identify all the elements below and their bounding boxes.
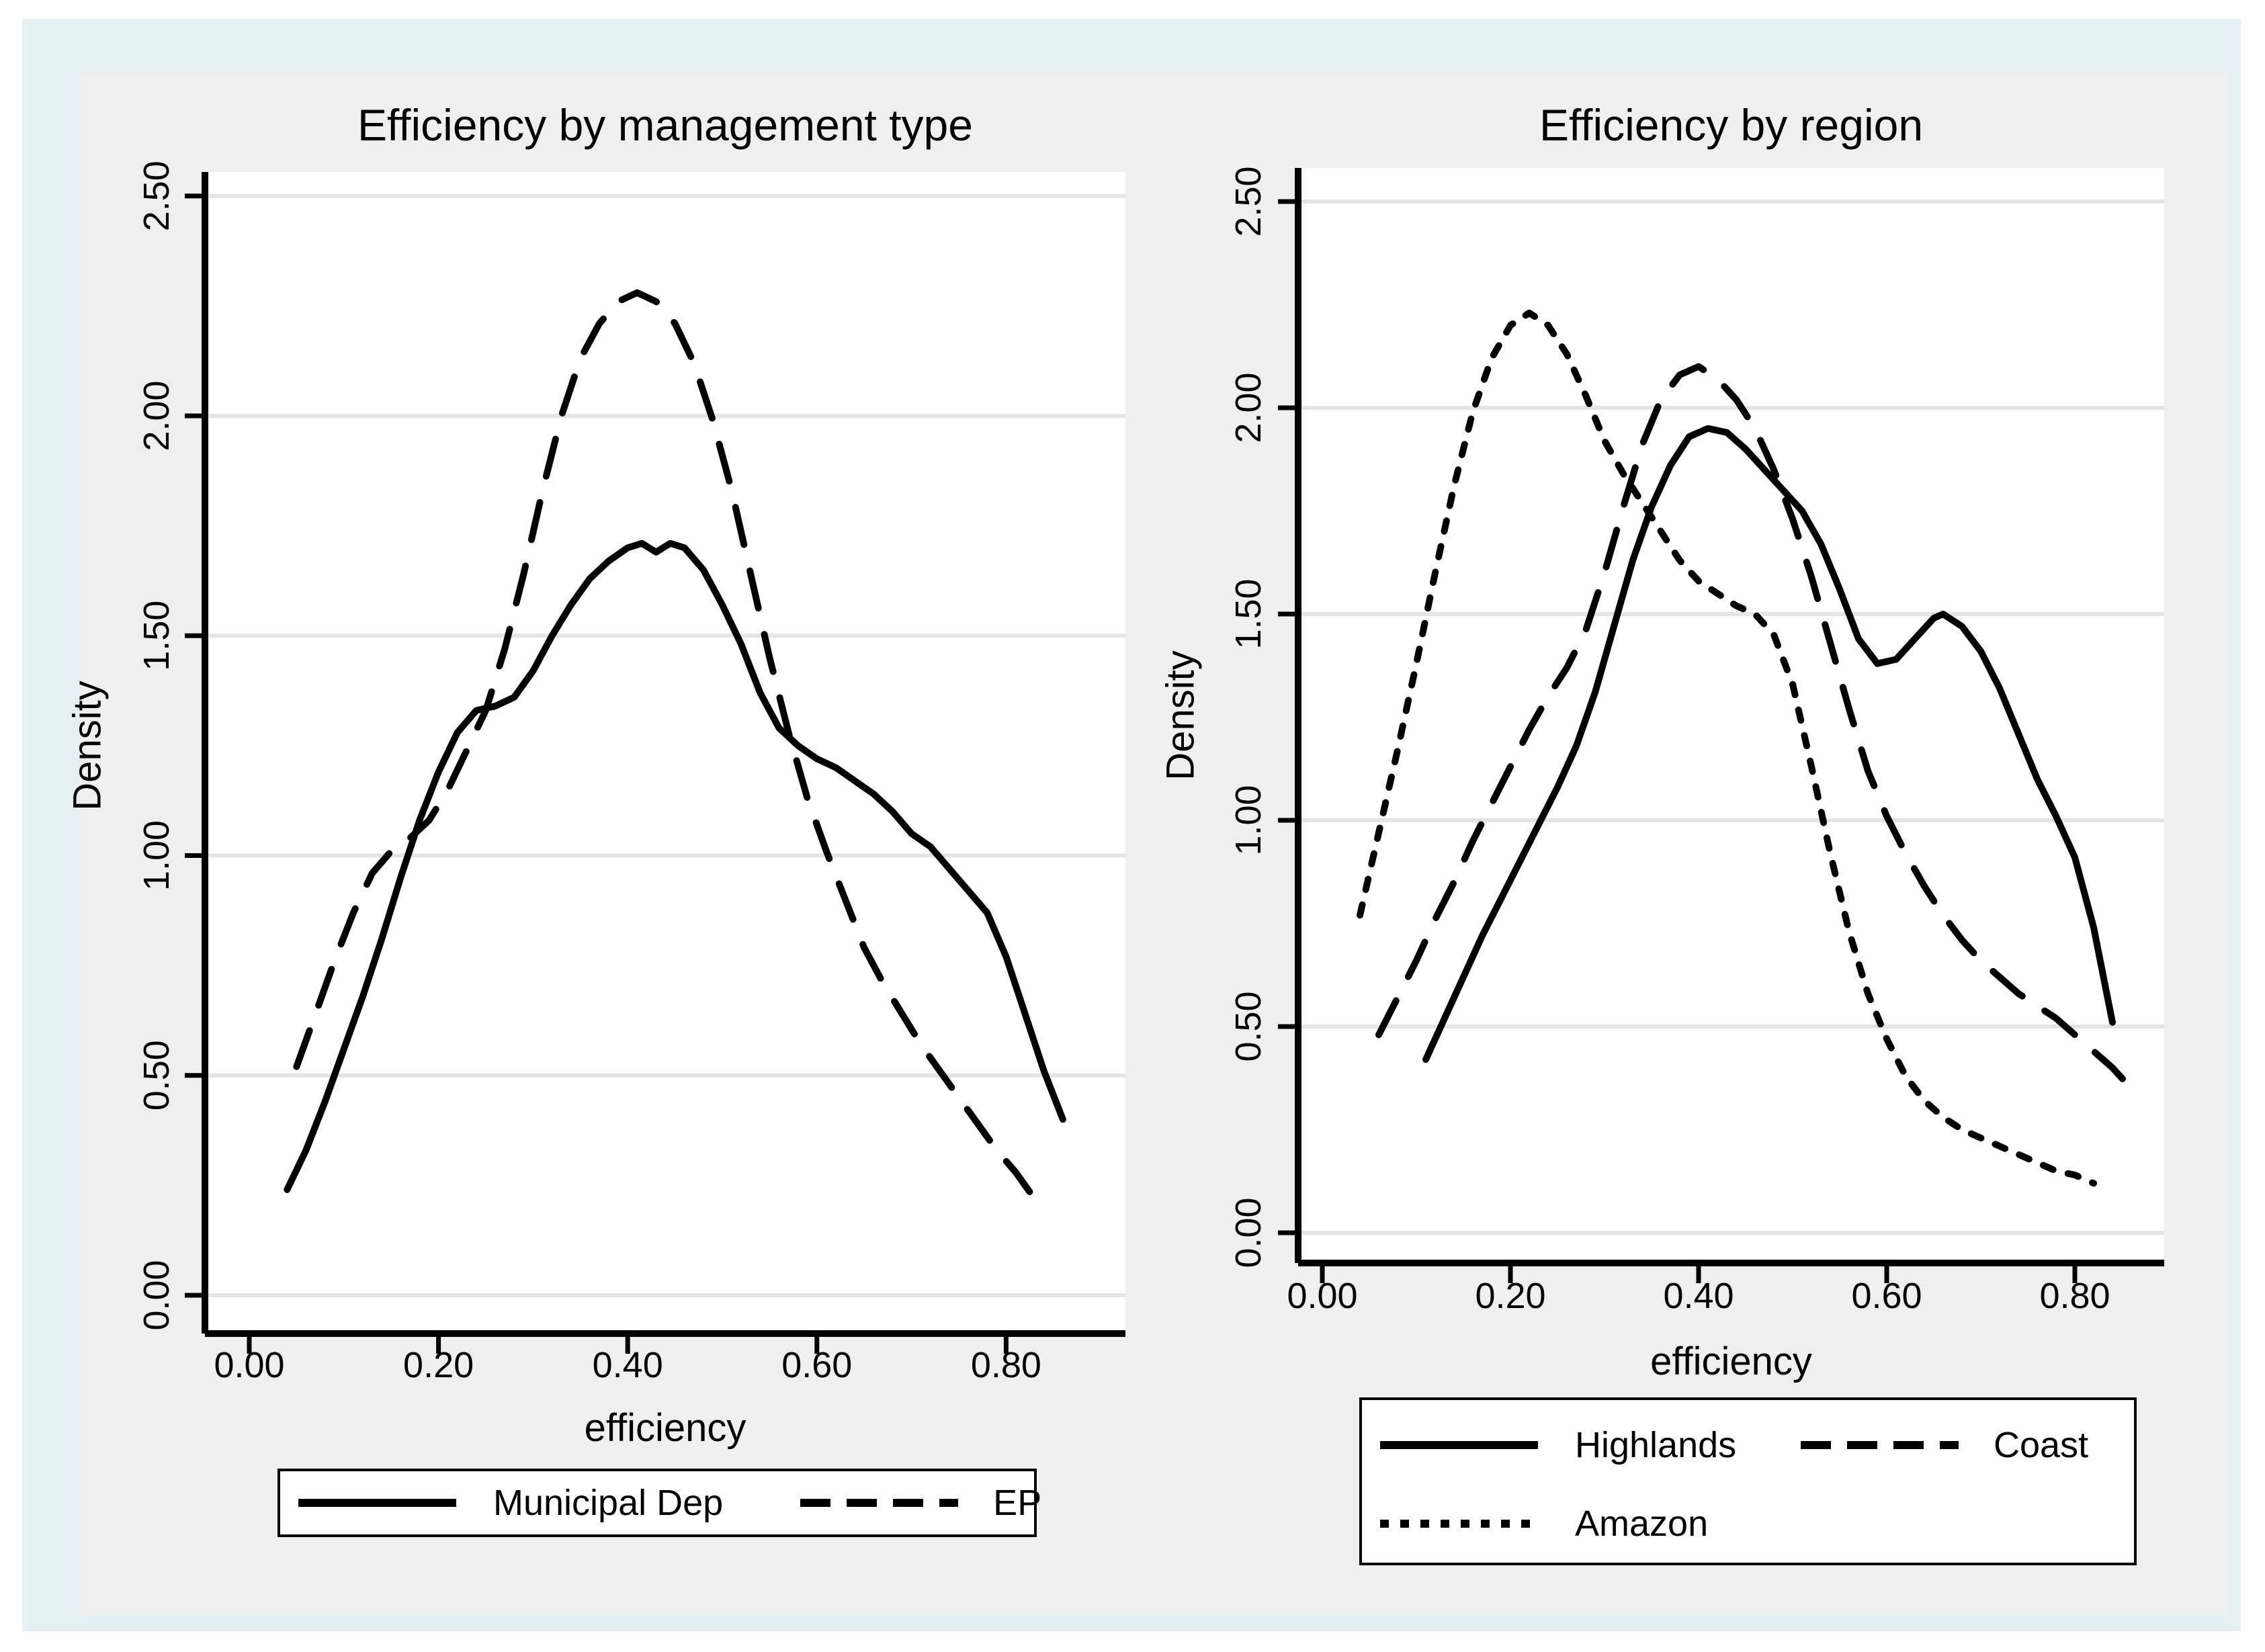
solid-line-key-icon bbox=[1380, 1440, 1538, 1449]
dotted-line-key-icon bbox=[1380, 1519, 1538, 1528]
x-tick-label: 0.00 bbox=[1287, 1276, 1357, 1316]
y-tick-label: 2.50 bbox=[1228, 166, 1269, 236]
x-tick-label: 0.20 bbox=[403, 1345, 474, 1385]
left-plot-area: 0.00 0.50 1.00 1.50 2.00 2.50 0.00 0.20 0.40 0.60… bbox=[136, 161, 1125, 1385]
legend-row: Highlands Coast bbox=[1362, 1405, 2134, 1484]
legend-label-amazon: Amazon bbox=[1575, 1503, 1709, 1544]
legend-row: Municipal Dep EP bbox=[280, 1471, 1041, 1534]
right-x-axis-label: efficiency bbox=[1650, 1340, 1812, 1383]
y-tick-label: 1.00 bbox=[1228, 785, 1269, 855]
series-amazon bbox=[1357, 309, 2097, 1187]
left-x-axis-label: efficiency bbox=[584, 1406, 746, 1450]
y-tick-label: 0.00 bbox=[1228, 1197, 1269, 1268]
plot-background bbox=[1298, 168, 2164, 1263]
y-tick-label: 2.00 bbox=[136, 380, 177, 451]
y-tick-label: 1.00 bbox=[136, 820, 177, 891]
x-tick-label: 0.60 bbox=[781, 1345, 852, 1385]
legend-row: Amazon bbox=[1362, 1484, 2134, 1563]
y-tick-label: 1.50 bbox=[136, 601, 177, 671]
legend-label-municipal-dep: Municipal Dep bbox=[493, 1483, 724, 1523]
legend-label-highlands: Highlands bbox=[1575, 1424, 1737, 1465]
x-tick-label: 0.00 bbox=[214, 1345, 284, 1385]
y-tick-label: 0.00 bbox=[136, 1260, 177, 1330]
series-highlands bbox=[1422, 425, 2116, 1063]
plot-background bbox=[205, 172, 1125, 1334]
left-legend: Municipal Dep EP bbox=[277, 1469, 1041, 1537]
dashed-line-key-icon bbox=[800, 1499, 959, 1507]
right-legend: Highlands Coast Amazon bbox=[1359, 1397, 2137, 1565]
right-panel-title: Efficiency by region bbox=[1539, 100, 1924, 150]
x-tick-label: 0.40 bbox=[593, 1345, 663, 1385]
legend-label-coast: Coast bbox=[1994, 1424, 2089, 1465]
series-municipal-dep bbox=[284, 539, 1066, 1193]
dashed-line-key-icon bbox=[1801, 1440, 1959, 1449]
right-plot-area: 0.00 0.50 1.00 1.50 2.00 2.50 0.00 0.20 0.40 0.60… bbox=[1228, 166, 2164, 1316]
legend-label-ep: EP bbox=[993, 1483, 1042, 1523]
x-tick-label: 0.40 bbox=[1663, 1276, 1734, 1316]
y-tick-label: 0.50 bbox=[1228, 991, 1269, 1061]
right-y-axis-label: Density bbox=[1158, 650, 1203, 781]
x-tick-label: 0.80 bbox=[2039, 1276, 2110, 1316]
left-y-axis-label: Density bbox=[65, 681, 110, 811]
left-panel-title: Efficiency by management type bbox=[357, 100, 973, 150]
y-tick-label: 2.50 bbox=[136, 161, 177, 231]
series-coast bbox=[1375, 363, 2135, 1092]
y-tick-label: 0.50 bbox=[136, 1040, 177, 1111]
x-tick-label: 0.80 bbox=[971, 1345, 1041, 1385]
series-ep bbox=[293, 289, 1038, 1202]
x-tick-label: 0.60 bbox=[1851, 1276, 1922, 1316]
y-tick-label: 1.50 bbox=[1228, 578, 1269, 649]
x-tick-label: 0.20 bbox=[1475, 1276, 1545, 1316]
solid-line-key-icon bbox=[298, 1499, 456, 1507]
y-tick-label: 2.00 bbox=[1228, 372, 1269, 443]
